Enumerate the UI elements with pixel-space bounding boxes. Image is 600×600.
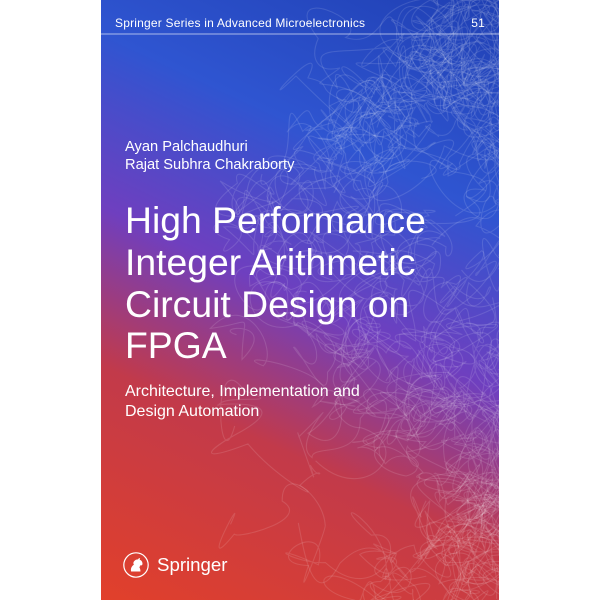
title-line: High Performance [125, 200, 475, 242]
book-title: High Performance Integer Arithmetic Circ… [125, 200, 475, 367]
author-name: Rajat Subhra Chakraborty [125, 156, 294, 174]
canvas: Springer Series in Advanced Microelectro… [0, 0, 600, 600]
publisher-wordmark: Springer [157, 554, 228, 576]
publisher: Springer [123, 552, 228, 578]
title-line: Circuit Design on [125, 284, 475, 326]
series-rule [101, 33, 499, 35]
book-cover: Springer Series in Advanced Microelectro… [101, 0, 499, 600]
subtitle-line: Design Automation [125, 402, 425, 422]
authors-block: Ayan Palchaudhuri Rajat Subhra Chakrabor… [125, 138, 294, 175]
title-line: Integer Arithmetic [125, 242, 475, 284]
springer-horse-icon [123, 552, 149, 578]
author-name: Ayan Palchaudhuri [125, 138, 294, 156]
series-name: Springer Series in Advanced Microelectro… [115, 16, 365, 30]
subtitle-line: Architecture, Implementation and [125, 382, 425, 402]
book-subtitle: Architecture, Implementation and Design … [125, 382, 425, 422]
title-line: FPGA [125, 325, 475, 367]
series-volume: 51 [471, 16, 485, 30]
series-bar: Springer Series in Advanced Microelectro… [101, 14, 499, 32]
